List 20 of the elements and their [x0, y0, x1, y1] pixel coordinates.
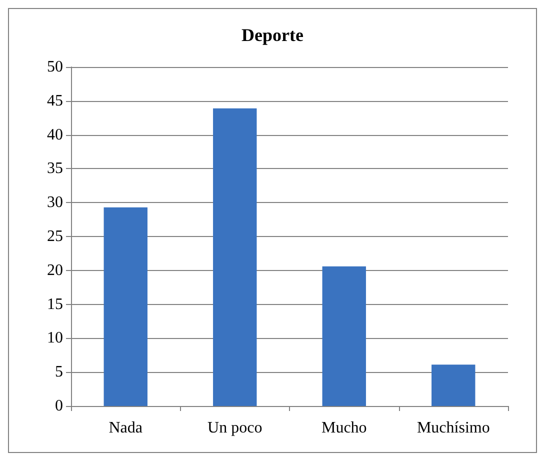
y-tick-label: 0 — [55, 398, 63, 414]
y-tick-label: 35 — [47, 160, 63, 178]
chart-title: Deporte — [242, 25, 304, 45]
y-tick-label: 25 — [47, 228, 63, 245]
bar — [322, 266, 366, 406]
x-tick-label: Muchísimo — [416, 420, 490, 436]
x-tick-label: Mucho — [321, 420, 367, 436]
bar — [104, 207, 148, 406]
y-tick-label: 15 — [47, 296, 63, 313]
y-tick-label: 20 — [47, 262, 63, 279]
y-tick-label: 50 — [47, 58, 63, 76]
y-tick-label: 30 — [47, 194, 63, 212]
y-tick-label: 40 — [47, 126, 63, 144]
bar — [213, 108, 257, 406]
y-tick-label: 10 — [47, 330, 63, 347]
x-tick-label: Un poco — [208, 420, 262, 436]
y-tick-label: 5 — [55, 364, 63, 381]
bar — [432, 364, 476, 406]
y-tick-label: 45 — [47, 92, 63, 110]
x-tick-label: Nada — [108, 420, 143, 436]
